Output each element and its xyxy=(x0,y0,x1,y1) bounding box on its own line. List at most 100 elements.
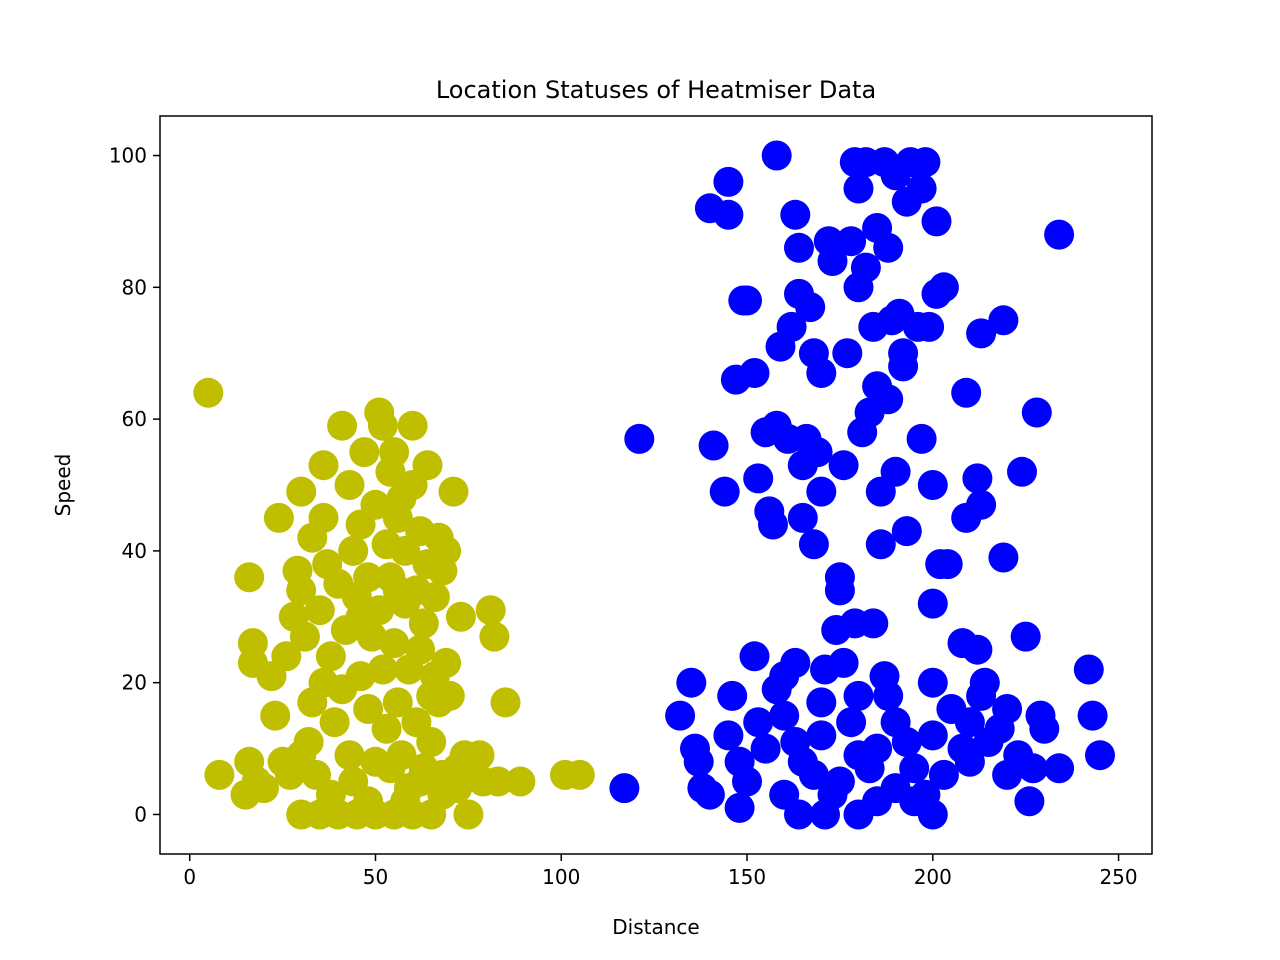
data-point xyxy=(806,476,837,507)
data-point xyxy=(694,779,725,810)
data-point xyxy=(724,792,755,823)
data-point xyxy=(1029,713,1060,744)
data-point xyxy=(1085,740,1115,771)
data-point xyxy=(431,647,462,678)
data-point xyxy=(954,707,985,738)
data-point xyxy=(379,437,410,468)
data-point xyxy=(427,779,458,810)
data-point xyxy=(434,680,465,711)
data-point xyxy=(917,667,948,698)
data-point xyxy=(854,753,885,784)
data-point xyxy=(988,542,1019,573)
data-point xyxy=(836,226,867,257)
data-point xyxy=(743,463,774,494)
data-point xyxy=(204,759,235,790)
data-point xyxy=(713,720,744,751)
data-point xyxy=(1014,786,1045,817)
data-point xyxy=(382,575,413,606)
data-point xyxy=(850,252,881,283)
data-point xyxy=(327,410,358,441)
data-point xyxy=(891,727,922,757)
data-point xyxy=(798,529,829,560)
x-tick-label: 200 xyxy=(914,865,952,889)
data-point xyxy=(349,437,380,468)
data-point xyxy=(367,410,398,441)
data-point xyxy=(438,476,469,507)
data-point xyxy=(698,430,729,461)
x-tick-label: 50 xyxy=(363,865,388,889)
data-point xyxy=(263,502,294,533)
data-point xyxy=(917,470,948,500)
data-point xyxy=(319,707,350,738)
data-point xyxy=(873,232,904,263)
data-point xyxy=(334,470,365,500)
data-point xyxy=(442,753,473,784)
data-point xyxy=(910,779,941,810)
data-point xyxy=(858,608,889,639)
data-point xyxy=(1044,219,1075,250)
data-point xyxy=(910,147,941,178)
y-axis: 0 20 40 60 80 100 xyxy=(109,144,160,826)
y-tick-label: 100 xyxy=(109,144,147,168)
data-point xyxy=(865,529,896,560)
data-point xyxy=(966,318,997,349)
data-point xyxy=(286,476,317,507)
data-point xyxy=(609,773,640,804)
data-point xyxy=(780,647,811,678)
chart-title: Location Statuses of Heatmiser Data xyxy=(436,76,876,104)
data-point xyxy=(984,713,1015,744)
data-point xyxy=(408,608,439,639)
data-point xyxy=(739,358,770,388)
data-point xyxy=(761,140,792,171)
data-point xyxy=(490,687,521,718)
y-tick-label: 20 xyxy=(122,671,147,695)
data-point xyxy=(769,779,800,810)
data-point xyxy=(795,292,826,323)
data-point xyxy=(464,740,495,771)
data-point xyxy=(817,779,848,810)
data-point xyxy=(713,166,744,197)
plot-area xyxy=(193,140,1115,830)
data-point xyxy=(286,575,317,606)
data-point xyxy=(419,582,450,612)
data-point xyxy=(416,727,447,757)
data-point xyxy=(724,746,755,777)
data-point xyxy=(1044,753,1075,784)
data-point xyxy=(732,285,762,316)
data-point xyxy=(453,799,484,830)
data-point xyxy=(289,621,320,652)
x-tick-label: 150 xyxy=(728,865,766,889)
data-point xyxy=(828,450,859,481)
data-point xyxy=(308,667,339,698)
data-point xyxy=(832,338,863,369)
data-point xyxy=(1003,740,1034,771)
data-point xyxy=(806,358,837,388)
data-point xyxy=(806,720,837,751)
data-point xyxy=(873,384,904,415)
data-point xyxy=(906,173,937,204)
data-point xyxy=(798,759,829,790)
data-point xyxy=(713,199,744,230)
series-0 xyxy=(193,377,595,830)
data-point xyxy=(928,272,959,303)
data-point xyxy=(308,450,339,481)
data-point xyxy=(947,733,978,764)
data-point xyxy=(353,562,384,593)
data-point xyxy=(921,206,952,237)
data-point xyxy=(315,779,346,810)
data-point xyxy=(379,628,410,659)
data-point xyxy=(308,502,339,533)
data-point xyxy=(479,621,510,652)
data-point xyxy=(817,246,848,276)
data-point xyxy=(1007,456,1037,487)
data-point xyxy=(928,759,959,790)
y-tick-label: 0 xyxy=(134,802,147,826)
data-point xyxy=(761,674,792,705)
data-point xyxy=(405,634,436,665)
data-point xyxy=(405,766,436,797)
data-point xyxy=(249,773,279,804)
data-point xyxy=(334,740,365,771)
data-point xyxy=(880,456,911,487)
data-point xyxy=(932,549,963,580)
